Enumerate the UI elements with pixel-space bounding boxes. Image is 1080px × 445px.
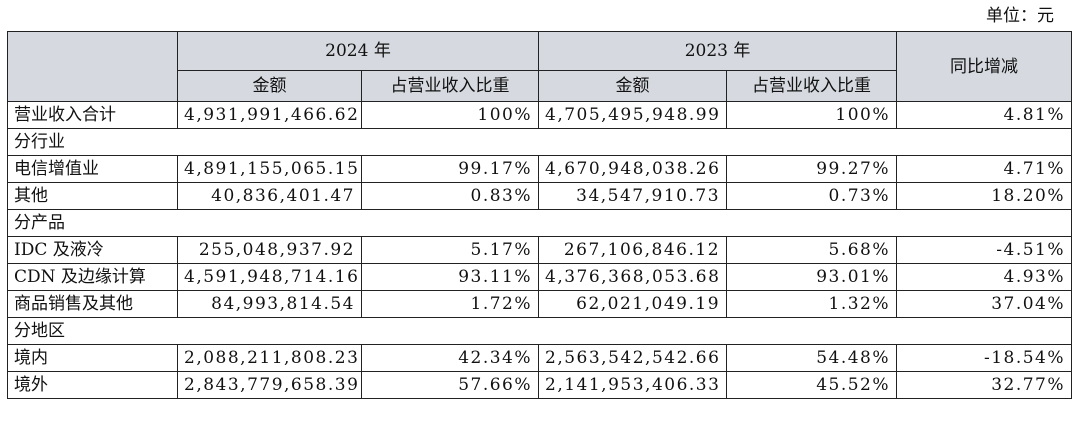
- cell-amount-2024: 4,591,948,714.16: [177, 263, 362, 291]
- cell-amount-2023: 2,141,953,406.33: [538, 371, 728, 399]
- table-row: CDN 及边缘计算 4,591,948,714.16 93.11% 4,376,…: [7, 263, 1073, 291]
- header-ratio-2023: 占营业收入比重: [726, 70, 898, 102]
- cell-ratio-2023: 45.52%: [726, 371, 898, 399]
- cell-amount-2023: 267,106,846.12: [538, 236, 728, 264]
- group-title: 分产品: [6, 209, 1073, 237]
- group-row-product: 分产品: [6, 209, 1073, 237]
- cell-yoy: 37.04%: [896, 290, 1073, 318]
- header-amount-2023: 金额: [538, 70, 728, 102]
- row-label: 营业收入合计: [7, 101, 178, 129]
- table-row: 电信增值业 4,891,155,065.15 99.17% 4,670,948,…: [7, 155, 1073, 183]
- cell-yoy: 32.77%: [896, 371, 1073, 399]
- group-title: 分地区: [6, 317, 1073, 345]
- revenue-table: 2024 年 2023 年 同比增减 金额 占营业收入比重 金额 占营业收入比重…: [6, 31, 1073, 399]
- cell-ratio-2023: 99.27%: [726, 155, 898, 183]
- cell-yoy: 4.81%: [896, 101, 1073, 129]
- cell-yoy: -18.54%: [896, 344, 1073, 372]
- header-year-2024: 2024 年: [176, 31, 540, 71]
- cell-ratio-2024: 57.66%: [360, 371, 540, 399]
- header-amount-2024: 金额: [177, 70, 362, 102]
- cell-ratio-2024: 93.11%: [360, 263, 540, 291]
- group-row-region: 分地区: [6, 317, 1073, 345]
- cell-amount-2024: 4,891,155,065.15: [177, 155, 362, 183]
- cell-ratio-2024: 0.83%: [360, 182, 540, 210]
- cell-ratio-2023: 54.48%: [726, 344, 898, 372]
- header-ratio-2024: 占营业收入比重: [360, 70, 540, 102]
- row-label: IDC 及液冷: [7, 236, 178, 264]
- group-title: 分行业: [6, 128, 1073, 156]
- cell-amount-2023: 4,670,948,038.26: [538, 155, 728, 183]
- cell-amount-2024: 255,048,937.92: [177, 236, 362, 264]
- table-row: 境内 2,088,211,808.23 42.34% 2,563,542,542…: [7, 344, 1073, 372]
- cell-amount-2023: 2,563,542,542.66: [538, 344, 728, 372]
- cell-yoy: 4.71%: [896, 155, 1073, 183]
- cell-amount-2024: 84,993,814.54: [177, 290, 362, 318]
- row-label: 电信增值业: [7, 155, 178, 183]
- cell-yoy: 4.93%: [896, 263, 1073, 291]
- cell-amount-2024: 2,088,211,808.23: [177, 344, 362, 372]
- row-label: 商品销售及其他: [7, 290, 178, 318]
- cell-ratio-2024: 99.17%: [360, 155, 540, 183]
- cell-amount-2024: 4,931,991,466.62: [177, 101, 362, 129]
- row-label: 其他: [7, 182, 178, 210]
- header-yoy: 同比增减: [896, 31, 1073, 102]
- row-label: CDN 及边缘计算: [7, 263, 178, 291]
- cell-amount-2023: 62,021,049.19: [538, 290, 728, 318]
- table-row: 其他 40,836,401.47 0.83% 34,547,910.73 0.7…: [7, 182, 1073, 210]
- cell-ratio-2023: 93.01%: [726, 263, 898, 291]
- cell-amount-2023: 4,705,495,948.99: [538, 101, 728, 129]
- table-row: IDC 及液冷 255,048,937.92 5.17% 267,106,846…: [7, 236, 1073, 264]
- cell-ratio-2024: 5.17%: [360, 236, 540, 264]
- header-row-columns: 金额 占营业收入比重 金额 占营业收入比重: [8, 70, 1072, 102]
- cell-ratio-2023: 0.73%: [726, 182, 898, 210]
- cell-ratio-2024: 42.34%: [360, 344, 540, 372]
- cell-amount-2024: 2,843,779,658.39: [177, 371, 362, 399]
- cell-yoy: -4.51%: [896, 236, 1073, 264]
- header-row-years: 2024 年 2023 年 同比增减: [7, 31, 1073, 102]
- cell-amount-2023: 4,376,368,053.68: [538, 263, 728, 291]
- row-total: 营业收入合计 4,931,991,466.62 100% 4,705,495,9…: [7, 101, 1073, 129]
- cell-amount-2024: 40,836,401.47: [177, 182, 362, 210]
- header-corner-cell: [7, 31, 178, 102]
- cell-ratio-2023: 100%: [726, 101, 898, 129]
- cell-ratio-2024: 100%: [360, 101, 540, 129]
- cell-ratio-2023: 1.32%: [726, 290, 898, 318]
- cell-ratio-2023: 5.68%: [726, 236, 898, 264]
- row-label: 境外: [7, 371, 178, 399]
- unit-label: 单位：元: [986, 6, 1054, 26]
- table-row: 境外 2,843,779,658.39 57.66% 2,141,953,406…: [7, 371, 1073, 399]
- header-year-2023: 2023 年: [538, 31, 898, 71]
- cell-yoy: 18.20%: [896, 182, 1073, 210]
- cell-ratio-2024: 1.72%: [360, 290, 540, 318]
- table-row: 商品销售及其他 84,993,814.54 1.72% 62,021,049.1…: [7, 290, 1073, 318]
- row-label: 境内: [7, 344, 178, 372]
- cell-amount-2023: 34,547,910.73: [538, 182, 728, 210]
- group-row-industry: 分行业: [6, 128, 1073, 156]
